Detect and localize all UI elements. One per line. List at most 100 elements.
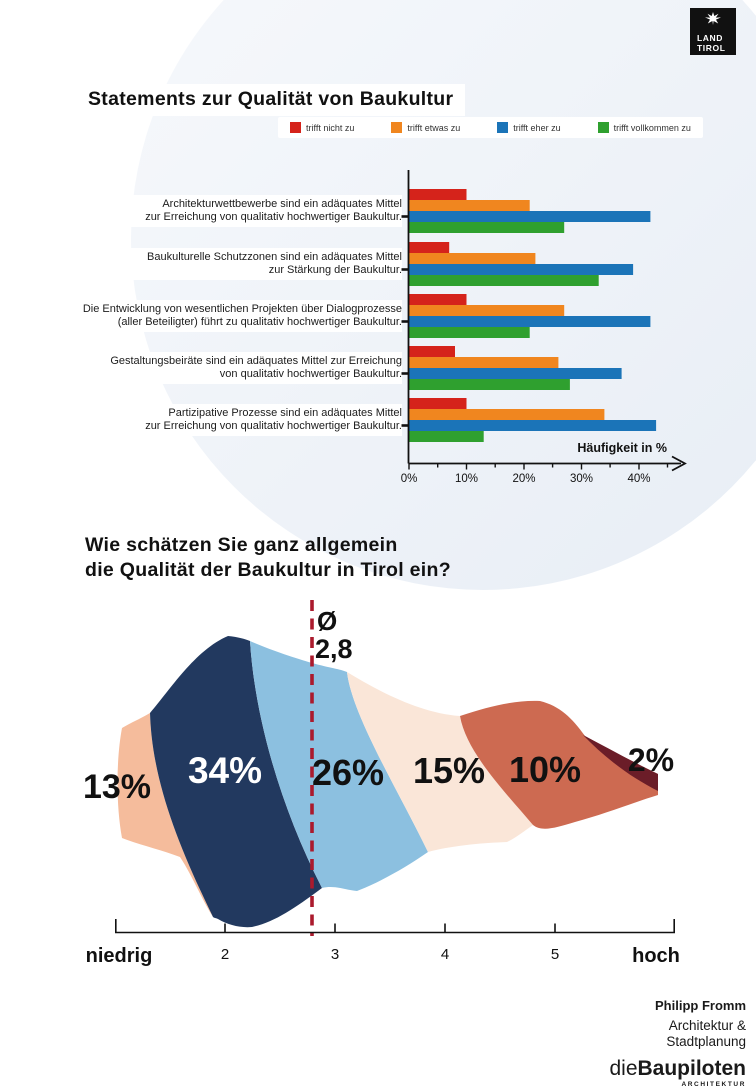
- legend-item: trifft eher zu: [497, 122, 561, 133]
- stream-chart: Ø 2,8 13% 34% 26% 15% 10% 2% niedrig 2 3…: [83, 600, 680, 967]
- stream-segment-4: [347, 672, 533, 852]
- stream-percentage-labels: 13% 34% 26% 15% 10% 2%: [83, 742, 674, 806]
- stream-title-line1: Wie schätzen Sie ganz allgemein: [85, 534, 398, 556]
- axis-tick-2: 2: [221, 946, 229, 963]
- bar-trifft-nicht-zu-group5: [409, 398, 467, 409]
- statement-line: Gestaltungsbeiräte sind ein adäquates Mi…: [110, 355, 402, 367]
- stream-axis-labels: niedrig 2 3 4 5 hoch: [86, 945, 680, 967]
- stream-segment-3: [250, 641, 428, 891]
- axis-tick-3: 3: [331, 946, 339, 963]
- footer-credits: Philipp Fromm Architektur & Stadtplanung…: [609, 998, 746, 1088]
- pct-label-2: 2%: [628, 742, 674, 778]
- legend-item: trifft etwas zu: [391, 122, 460, 133]
- statement-line: Baukulturelle Schutzzonen sind ein adäqu…: [147, 251, 402, 263]
- statement-label-1: Architekturwettbewerbe sind ein adäquate…: [58, 195, 402, 227]
- baupiloten-logo: dieBaupiloten: [609, 1057, 746, 1081]
- bar-trifft-vollkommen-zu-group1: [409, 222, 565, 233]
- pct-label-10: 10%: [509, 749, 581, 790]
- legend-label: trifft etwas zu: [407, 122, 461, 133]
- statement-label-2: Baukulturelle Schutzzonen sind ein adäqu…: [58, 248, 402, 280]
- bar-trifft-nicht-zu-group4: [409, 346, 455, 357]
- x-axis-ticks: [408, 463, 669, 470]
- author-name: Philipp Fromm: [655, 998, 746, 1013]
- stream-segment-5: [460, 700, 658, 829]
- statement-line: Architekturwettbewerbe sind ein adäquate…: [162, 198, 402, 210]
- stream-chart-title: Wie schätzen Sie ganz allgemein die Qual…: [85, 533, 451, 583]
- axis-tick-4: 4: [441, 946, 449, 963]
- bar-trifft-eher-zu-group3: [409, 316, 651, 327]
- bar-trifft-vollkommen-zu-group3: [409, 327, 530, 338]
- legend-swatch-red: [290, 122, 301, 133]
- bar-trifft-vollkommen-zu-group5: [409, 431, 484, 442]
- legend-label: trifft nicht zu: [306, 122, 355, 133]
- author-line1: Architektur &: [668, 1018, 746, 1033]
- land-tirol-logo: LAND TIROL: [690, 8, 736, 55]
- legend-item: trifft nicht zu: [290, 122, 354, 133]
- mean-value: 2,8: [315, 634, 353, 664]
- x-axis-tick-labels: 0% 10% 20% 30% 40%: [401, 473, 651, 485]
- statement-line: Die Entwicklung von wesentlichen Projekt…: [82, 303, 402, 315]
- statement-line: (aller Beteiligter) führt zu qualitativ …: [117, 316, 402, 328]
- bar-trifft-etwas-zu-group1: [409, 200, 530, 211]
- pct-label-26: 26%: [312, 752, 384, 793]
- stream-title-line2: die Qualität der Baukultur in Tirol ein?: [85, 559, 451, 581]
- legend-label: trifft eher zu: [513, 122, 561, 133]
- pct-label-13: 13%: [83, 768, 151, 806]
- tick-label: 20%: [512, 473, 535, 485]
- bar-trifft-eher-zu-group1: [409, 211, 651, 222]
- stream-segment-2: [150, 636, 322, 928]
- statement-label-3: Die Entwicklung von wesentlichen Projekt…: [58, 300, 402, 332]
- bar-trifft-etwas-zu-group4: [409, 357, 559, 368]
- bar-trifft-etwas-zu-group5: [409, 409, 605, 420]
- bar-trifft-vollkommen-zu-group4: [409, 379, 570, 390]
- mean-symbol: Ø: [317, 606, 337, 636]
- legend-label: trifft vollkommen zu: [613, 122, 691, 133]
- statement-line: zur Stärkung der Baukultur.: [268, 264, 402, 276]
- pct-label-15: 15%: [413, 750, 485, 791]
- baupiloten-subtitle: ARCHITEKTUR: [681, 1081, 746, 1088]
- brand-main: Baupiloten: [637, 1057, 747, 1080]
- legend-item: trifft vollkommen zu: [597, 122, 691, 133]
- stream-segment-hoch: [583, 735, 658, 791]
- tick-label: 30%: [570, 473, 593, 485]
- x-axis-arrow-icon: [671, 455, 687, 472]
- logo-text-land: LAND: [697, 33, 724, 43]
- bar-trifft-eher-zu-group2: [409, 264, 634, 275]
- legend-swatch-green: [597, 122, 609, 133]
- bar-trifft-etwas-zu-group3: [409, 305, 565, 316]
- tick-label: 40%: [627, 473, 650, 485]
- brand-prefix: die: [609, 1057, 638, 1080]
- author-line2: Stadtplanung: [666, 1034, 746, 1049]
- legend-swatch-orange: [391, 122, 403, 133]
- statement-line: von qualitativ hochwertiger Baukultur.: [219, 368, 402, 380]
- bar-trifft-nicht-zu-group1: [409, 189, 467, 200]
- statement-line: zur Erreichung von qualitativ hochwertig…: [145, 211, 402, 223]
- stream-axis: [115, 919, 676, 934]
- axis-label-niedrig: niedrig: [86, 945, 153, 967]
- eagle-icon: [705, 12, 721, 25]
- bar-trifft-vollkommen-zu-group2: [409, 275, 599, 286]
- statement-label-4: Gestaltungsbeiräte sind ein adäquates Mi…: [58, 352, 402, 384]
- bar-trifft-eher-zu-group4: [409, 368, 622, 379]
- axis-label-hoch: hoch: [632, 945, 680, 967]
- tick-label: 10%: [455, 473, 478, 485]
- statement-line: zur Erreichung von qualitativ hochwertig…: [145, 420, 402, 432]
- legend-swatch-blue: [497, 122, 509, 133]
- bar-trifft-nicht-zu-group2: [409, 242, 450, 253]
- axis-tick-5: 5: [551, 946, 559, 963]
- statement-line: Partizipative Prozesse sind ein adäquate…: [168, 407, 402, 419]
- bar-series-group: [409, 189, 657, 442]
- x-axis-title: Häufigkeit in %: [577, 441, 667, 455]
- statement-label-5: Partizipative Prozesse sind ein adäquate…: [58, 404, 402, 436]
- logo-text-tirol: TIROL: [697, 42, 726, 53]
- bar-trifft-etwas-zu-group2: [409, 253, 536, 264]
- bar-chart-title: Statements zur Qualität von Baukultur: [82, 84, 466, 116]
- tick-label: 0%: [401, 473, 418, 485]
- bar-chart-legend: trifft nicht zu trifft etwas zu trifft e…: [278, 117, 703, 138]
- bar-chart: 0% 10% 20% 30% 40% Häufigkeit in %: [401, 170, 687, 485]
- bar-trifft-nicht-zu-group3: [409, 294, 467, 305]
- pct-label-34: 34%: [188, 750, 262, 791]
- stream-segment-niedrig: [117, 713, 213, 917]
